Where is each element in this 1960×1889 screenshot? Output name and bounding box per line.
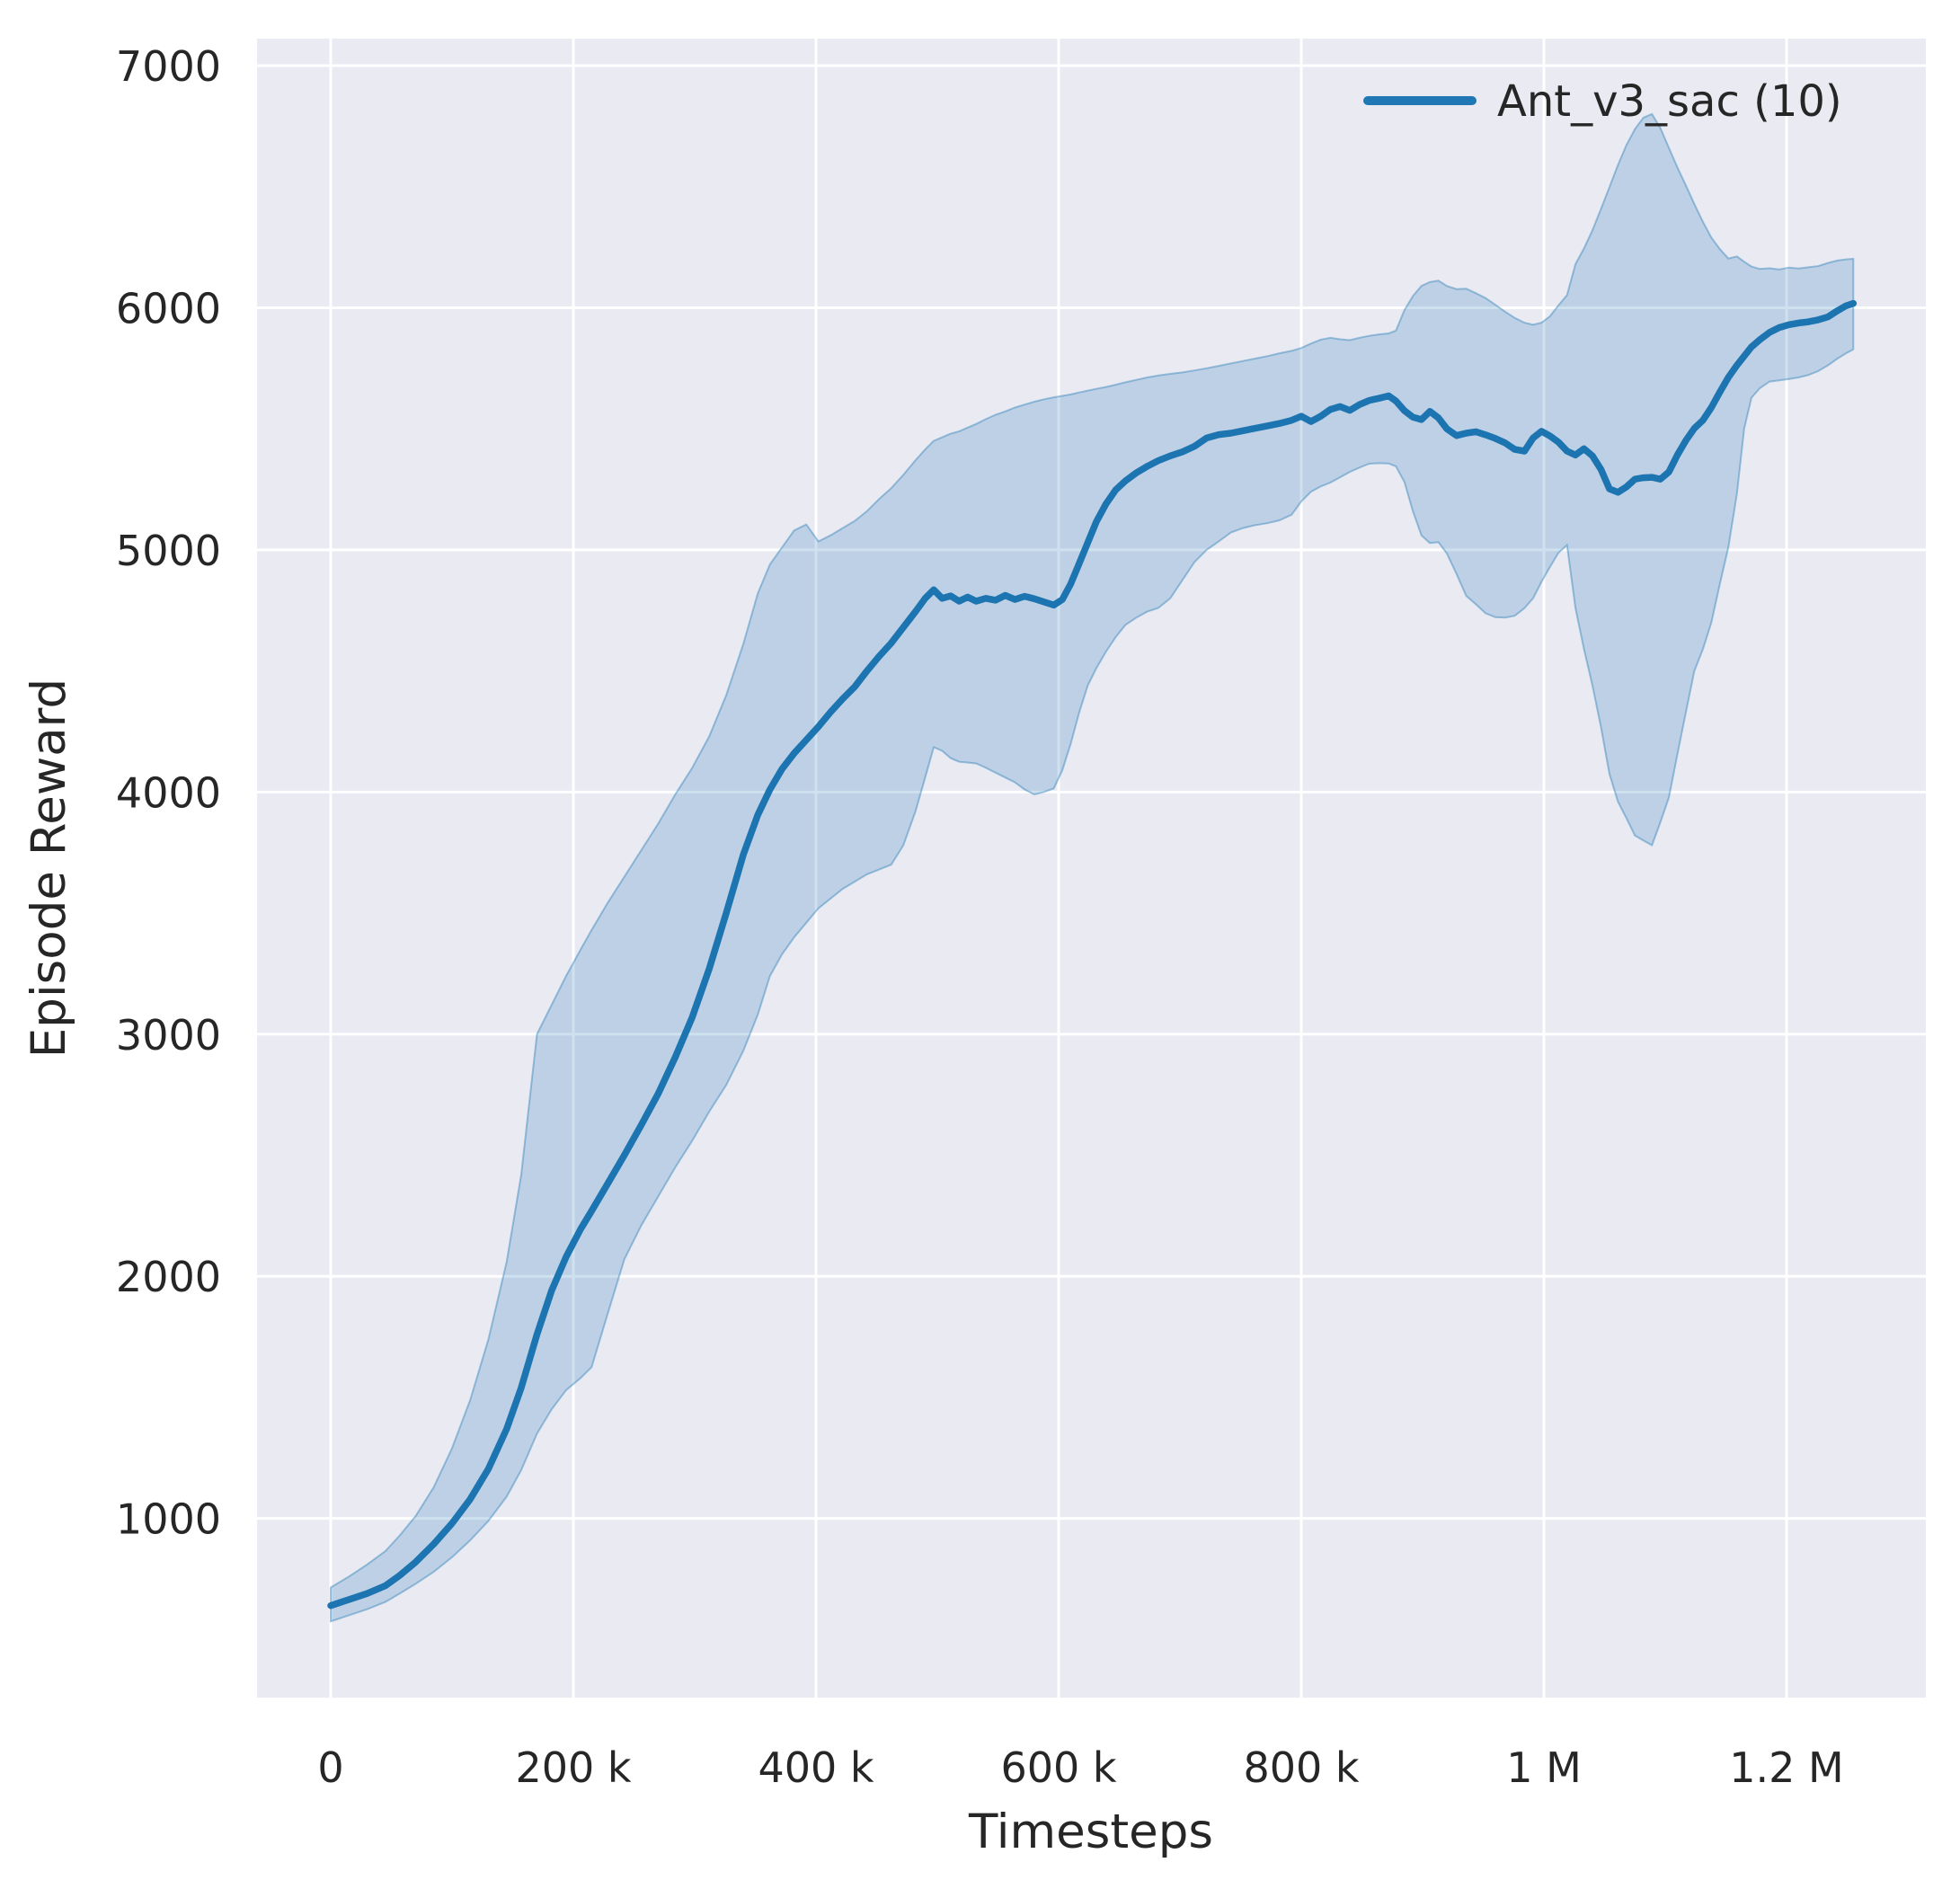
x-axis-label: Timesteps: [968, 1805, 1213, 1859]
y-tick-label: 6000: [116, 284, 221, 333]
y-tick-label: 5000: [116, 527, 221, 575]
x-tick-label: 0: [317, 1743, 343, 1792]
legend: Ant_v3_sac (10): [1363, 76, 1842, 127]
legend-label: Ant_v3_sac (10): [1497, 76, 1842, 127]
mean-line: [327, 299, 1858, 1610]
y-axis-label: Episode Reward: [22, 678, 76, 1058]
grid-lines: [257, 39, 1926, 1698]
x-tick-labels: 0 200 k 400 k 600 k 800 k 1 M 1.2 M: [317, 1743, 1843, 1792]
y-tick-label: 2000: [116, 1253, 221, 1301]
y-tick-label: 7000: [116, 42, 221, 91]
x-tick-label: 1.2 M: [1729, 1743, 1843, 1792]
y-tick-label: 3000: [116, 1011, 221, 1060]
y-tick-labels: 1000 2000 3000 4000 5000 6000 7000: [116, 42, 221, 1544]
confidence-band: [330, 112, 1855, 1623]
x-tick-label: 600 k: [1000, 1743, 1116, 1792]
x-tick-label: 400 k: [758, 1743, 874, 1792]
plot-area: [257, 39, 1926, 1698]
y-tick-label: 1000: [116, 1495, 221, 1544]
x-tick-label: 800 k: [1243, 1743, 1359, 1792]
y-tick-label: 4000: [116, 768, 221, 817]
x-tick-label: 200 k: [515, 1743, 631, 1792]
x-tick-label: 1 M: [1506, 1743, 1582, 1792]
